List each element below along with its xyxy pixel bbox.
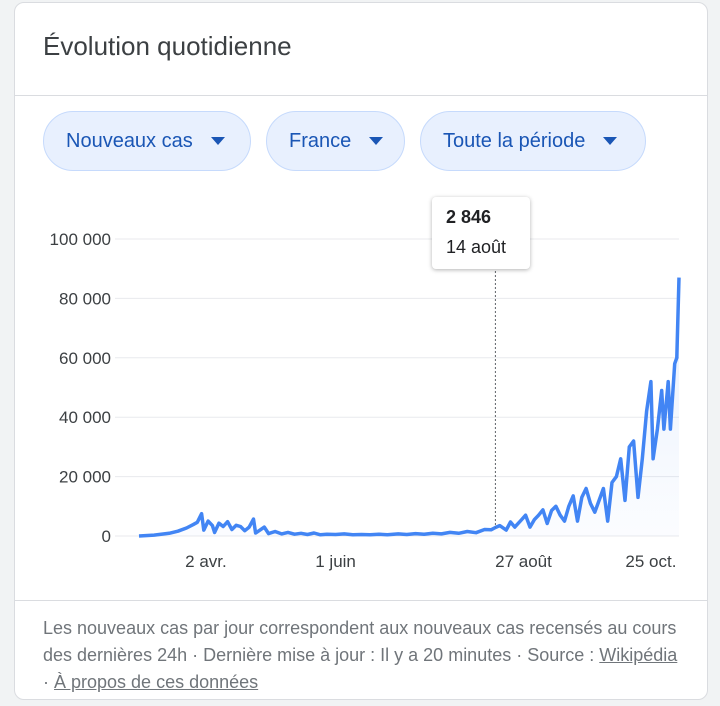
metric-dropdown-label: Nouveaux cas <box>66 129 193 152</box>
caret-down-icon <box>603 137 618 145</box>
y-tick-label: 60 000 <box>59 349 111 368</box>
footer-note: Les nouveaux cas par jour correspondent … <box>43 615 683 696</box>
x-tick-label: 27 août <box>495 552 552 571</box>
footer-divider <box>15 600 707 601</box>
wikipedia-link[interactable]: Wikipédia <box>599 645 678 665</box>
card-title: Évolution quotidienne <box>43 31 292 61</box>
caret-down-icon <box>369 137 384 145</box>
y-tick-label: 0 <box>102 527 111 546</box>
series-line <box>138 277 681 538</box>
metric-dropdown[interactable]: Nouveaux cas <box>43 111 251 171</box>
y-tick-label: 40 000 <box>59 408 111 427</box>
period-dropdown-label: Toute la période <box>443 129 586 152</box>
region-dropdown[interactable]: France <box>266 111 405 171</box>
covid-card: Évolution quotidienne Nouveaux cas Franc… <box>14 2 708 700</box>
x-tick-label: 2 avr. <box>185 552 227 571</box>
y-tick-label: 20 000 <box>59 468 111 487</box>
footer-separator: · <box>43 672 54 692</box>
x-tick-label: 25 oct. <box>625 552 676 571</box>
region-dropdown-label: France <box>289 129 352 152</box>
footer-separator: · <box>511 645 528 665</box>
series-area <box>139 277 679 536</box>
source-prefix: Source : <box>527 645 600 665</box>
tooltip-value: 2 846 <box>446 207 492 227</box>
x-tick-label: 1 juin <box>315 552 356 571</box>
daily-cases-chart[interactable]: 0 20 000 40 000 60 000 80 000 100 000 2 avr. 1… <box>15 3 707 593</box>
caret-down-icon <box>210 137 225 145</box>
hover-tooltip: 2 846 14 août <box>432 197 530 269</box>
period-dropdown[interactable]: Toute la période <box>420 111 646 171</box>
y-tick-label: 100 000 <box>50 230 111 249</box>
y-tick-label: 80 000 <box>59 289 111 308</box>
footer-description: Les nouveaux cas par jour correspondent … <box>43 618 677 665</box>
about-data-link[interactable]: À propos de ces données <box>54 672 259 692</box>
header-divider <box>15 95 707 96</box>
tooltip-date: 14 août <box>446 237 507 257</box>
